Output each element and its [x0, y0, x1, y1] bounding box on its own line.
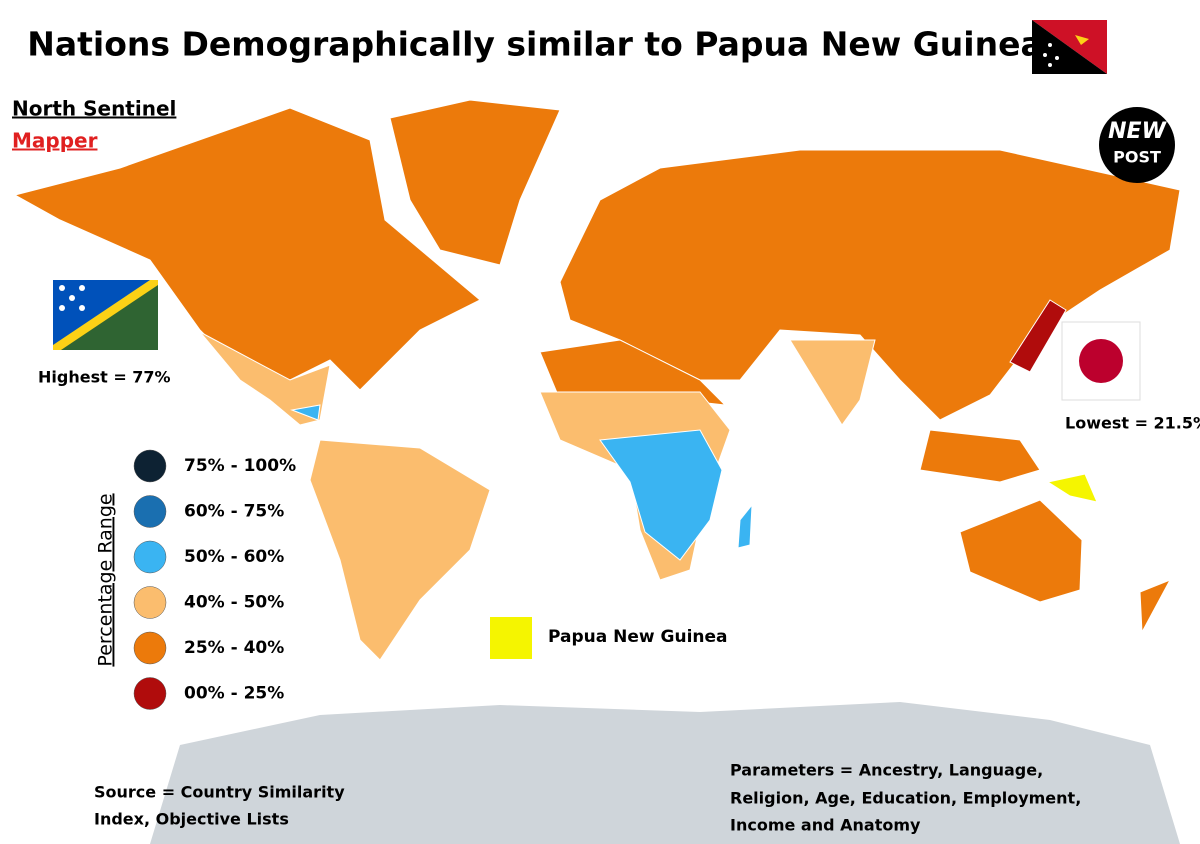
- legend-label: 50% - 60%: [184, 547, 284, 567]
- solomon-flag: [53, 280, 158, 350]
- new-zealand: [1139, 579, 1172, 634]
- india: [789, 339, 876, 426]
- legend-swatch: [133, 677, 167, 710]
- highest-label: Highest = 77%: [38, 368, 171, 387]
- japan-flag: [1061, 321, 1141, 401]
- central-africa: [599, 429, 723, 561]
- south-america: [309, 439, 491, 661]
- legend-label: 75% - 100%: [184, 456, 296, 476]
- north-america: [13, 107, 481, 391]
- japan: [1009, 299, 1067, 373]
- credit-line2: Mapper: [12, 129, 98, 153]
- antarctica: [150, 702, 1180, 844]
- legend-swatch: [133, 449, 167, 483]
- parameters-line1: Parameters = Ancestry, Language,: [730, 761, 1043, 780]
- lowest-label: Lowest = 21.5%: [1065, 414, 1200, 433]
- central-america-blue: [290, 404, 321, 421]
- highlight-swatch: [490, 617, 532, 659]
- papua-new-guinea: [1046, 473, 1098, 503]
- madagascar: [737, 503, 753, 549]
- legend-label: 00% - 25%: [184, 684, 284, 704]
- highlight-label: Papua New Guinea: [548, 627, 728, 647]
- logo: NEW POST: [1099, 107, 1175, 183]
- credit-line1: North Sentinel: [12, 97, 176, 121]
- greenland: [389, 99, 561, 266]
- parameters-line2: Religion, Age, Education, Employment,: [730, 789, 1081, 808]
- source-line1: Source = Country Similarity: [94, 783, 345, 802]
- legend-title: Percentage Range: [95, 493, 117, 666]
- legend-label: 60% - 75%: [184, 502, 284, 522]
- regions: [13, 99, 1181, 661]
- southeast-asia: [919, 429, 1041, 483]
- logo-line2: POST: [1113, 148, 1161, 167]
- logo-line1: NEW: [1108, 119, 1167, 144]
- legend-swatch: [133, 540, 167, 574]
- central-america: [199, 331, 331, 426]
- legend-label: 25% - 40%: [184, 638, 284, 658]
- legend-label: 40% - 50%: [184, 593, 284, 613]
- legend: 75% - 100% 60% - 75% 50% - 60% 40% - 50% 25%…: [133, 449, 296, 710]
- legend-swatch: [133, 495, 167, 528]
- parameters-line3: Income and Anatomy: [730, 816, 921, 835]
- australia: [959, 499, 1083, 603]
- source-line2: Index, Objective Lists: [94, 810, 289, 829]
- legend-swatch: [133, 631, 167, 665]
- png-flag: [1032, 20, 1107, 74]
- title: Nations Demographically similar to Papua…: [27, 25, 1043, 64]
- legend-swatch: [133, 586, 167, 619]
